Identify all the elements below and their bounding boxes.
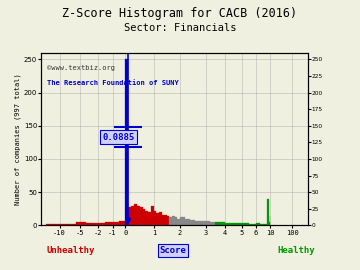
Bar bbox=[206, 221, 210, 225]
Bar bbox=[225, 223, 233, 225]
Bar bbox=[263, 224, 267, 225]
Bar bbox=[260, 224, 263, 225]
Bar bbox=[159, 212, 162, 225]
Bar bbox=[145, 211, 148, 225]
Bar bbox=[256, 224, 260, 225]
Bar bbox=[113, 222, 119, 225]
Bar bbox=[267, 199, 269, 225]
Text: Score: Score bbox=[159, 246, 186, 255]
Bar bbox=[177, 219, 180, 225]
Bar bbox=[76, 222, 80, 225]
Bar bbox=[92, 224, 95, 225]
Text: Sector: Financials: Sector: Financials bbox=[124, 23, 236, 33]
Bar bbox=[180, 217, 185, 225]
Bar bbox=[210, 222, 215, 225]
Text: Healthy: Healthy bbox=[277, 246, 315, 255]
Text: Z-Score Histogram for CACB (2016): Z-Score Histogram for CACB (2016) bbox=[62, 7, 298, 20]
Text: Unhealthy: Unhealthy bbox=[47, 246, 95, 255]
Bar bbox=[46, 224, 55, 225]
Bar bbox=[143, 209, 145, 225]
Bar bbox=[128, 207, 131, 225]
Bar bbox=[233, 223, 242, 225]
Bar bbox=[105, 222, 113, 225]
Bar bbox=[195, 221, 201, 225]
Bar bbox=[185, 219, 190, 225]
Bar bbox=[162, 215, 164, 225]
Bar bbox=[190, 220, 195, 225]
Bar bbox=[172, 216, 175, 225]
Text: ©www.textbiz.org: ©www.textbiz.org bbox=[47, 65, 115, 71]
Y-axis label: Number of companies (997 total): Number of companies (997 total) bbox=[14, 73, 21, 205]
Bar bbox=[154, 211, 157, 225]
Bar bbox=[80, 222, 86, 225]
Bar bbox=[242, 224, 249, 225]
Bar bbox=[269, 222, 270, 225]
Bar bbox=[134, 204, 137, 225]
Bar bbox=[86, 224, 92, 225]
Bar bbox=[215, 222, 225, 225]
Bar bbox=[131, 205, 134, 225]
Bar bbox=[119, 221, 125, 225]
Bar bbox=[201, 221, 206, 225]
Bar bbox=[64, 224, 72, 225]
Bar bbox=[125, 59, 128, 225]
Bar bbox=[157, 214, 159, 225]
Bar bbox=[98, 223, 105, 225]
Text: The Research Foundation of SUNY: The Research Foundation of SUNY bbox=[47, 80, 179, 86]
Text: 0.0885: 0.0885 bbox=[102, 133, 134, 141]
Bar bbox=[249, 224, 256, 225]
Bar bbox=[175, 217, 177, 225]
Bar bbox=[137, 205, 140, 225]
Bar bbox=[167, 216, 170, 225]
Bar bbox=[164, 215, 167, 225]
Bar bbox=[140, 207, 143, 225]
Bar bbox=[55, 224, 64, 225]
Bar bbox=[170, 217, 172, 225]
Bar bbox=[151, 205, 154, 225]
Bar bbox=[72, 224, 76, 225]
Bar bbox=[95, 223, 98, 225]
Bar bbox=[148, 212, 151, 225]
